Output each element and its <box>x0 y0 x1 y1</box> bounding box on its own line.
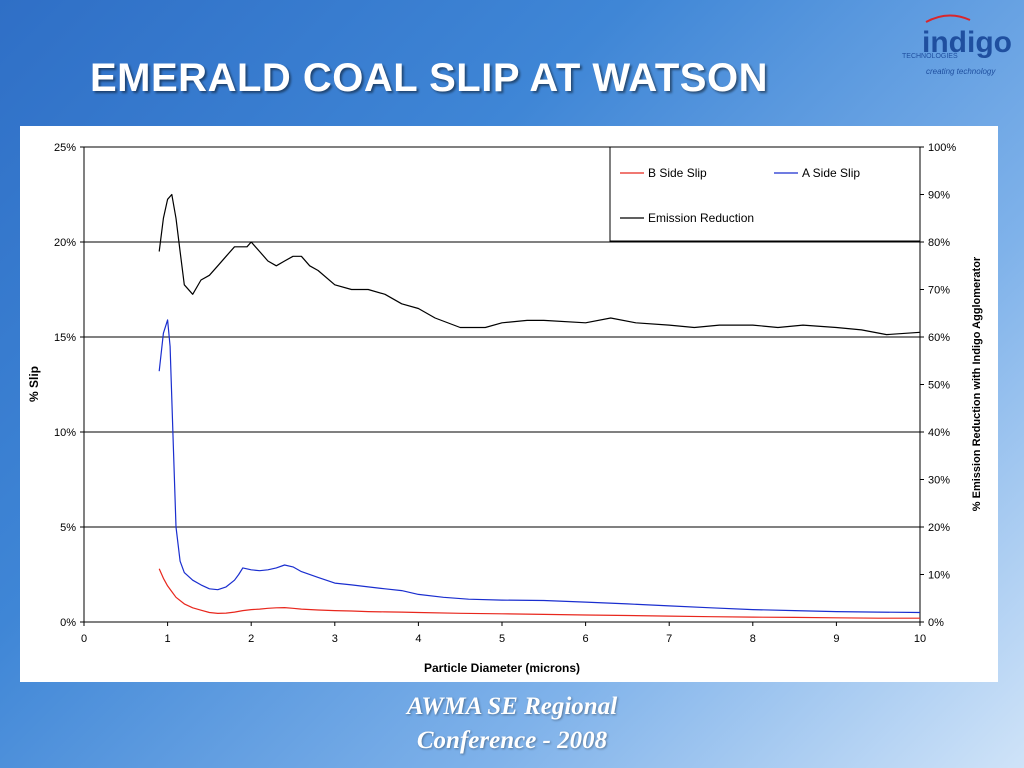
series-layer <box>158 193 921 619</box>
x-tick-label: 1 <box>165 633 171 645</box>
x-tick-label: 2 <box>248 633 254 645</box>
x-tick-label: 3 <box>332 633 338 645</box>
y2-tick-label: 80% <box>928 237 950 249</box>
legend-label-b-side: B Side Slip <box>648 166 707 180</box>
x-tick-label: 0 <box>81 633 87 645</box>
axes: 0% 5% 10% 15% 20% 25% 0% 10% 20% 30% 40% 50% 60% 70% 8… <box>54 142 956 645</box>
series-line-b-side <box>158 568 920 619</box>
x-axis-label: Particle Diameter (microns) <box>424 661 580 675</box>
y2-tick-label: 0% <box>928 617 944 629</box>
x-tick-label: 5 <box>499 633 505 645</box>
series-line-a-side <box>158 319 921 614</box>
legend-label-a-side: A Side Slip <box>802 166 860 180</box>
x-tick-label: 4 <box>415 633 421 645</box>
indigo-logo: indigo TECHNOLOGIES creating technology <box>902 14 1012 76</box>
series-line-emission-reduction <box>158 193 921 336</box>
chart-panel: 0% 5% 10% 15% 20% 25% 0% 10% 20% 30% 40% 50% 60% 70% 8… <box>20 126 998 682</box>
logo-tagline: creating technology <box>926 67 996 76</box>
logo-sub: TECHNOLOGIES <box>902 53 958 60</box>
y-tick-label: 15% <box>54 332 76 344</box>
footer-line-1: AWMA SE Regional <box>406 693 618 720</box>
x-tick-label: 8 <box>750 633 756 645</box>
y-tick-label: 5% <box>60 522 76 534</box>
slip-chart: 0% 5% 10% 15% 20% 25% 0% 10% 20% 30% 40% 50% 60% 70% 8… <box>27 142 983 675</box>
y2-tick-label: 90% <box>928 190 950 202</box>
footer: AWMA SE Regional Conference - 2008 <box>312 690 712 758</box>
y2-tick-label: 20% <box>928 522 950 534</box>
y2-tick-label: 30% <box>928 475 950 487</box>
y2-axis-label: % Emission Reduction with Indigo Agglome… <box>971 256 983 511</box>
y-tick-label: 25% <box>54 142 76 154</box>
y-tick-label: 0% <box>60 617 76 629</box>
x-tick-label: 7 <box>666 633 672 645</box>
legend-box <box>609 146 921 242</box>
x-tick-label: 6 <box>583 633 589 645</box>
y2-tick-label: 100% <box>928 142 956 154</box>
y-tick-label: 20% <box>54 237 76 249</box>
y2-tick-label: 60% <box>928 332 950 344</box>
logo-brand: indigo <box>922 26 1012 59</box>
y-axis-label: % Slip <box>27 366 41 402</box>
legend-label-emission: Emission Reduction <box>648 211 754 225</box>
logo-swoosh <box>925 14 971 23</box>
y2-tick-label: 40% <box>928 427 950 439</box>
y2-tick-label: 10% <box>928 570 950 582</box>
y2-tick-label: 50% <box>928 380 950 392</box>
x-tick-label: 10 <box>914 633 926 645</box>
y2-tick-label: 70% <box>928 285 950 297</box>
footer-line-2: Conference - 2008 <box>416 727 608 754</box>
y-tick-label: 10% <box>54 427 76 439</box>
legend: B Side Slip A Side Slip Emission Reducti… <box>609 146 921 242</box>
x-tick-label: 9 <box>833 633 839 645</box>
slide-title: EMERALD COAL SLIP AT WATSON <box>90 56 768 100</box>
grid-lines <box>84 241 920 528</box>
